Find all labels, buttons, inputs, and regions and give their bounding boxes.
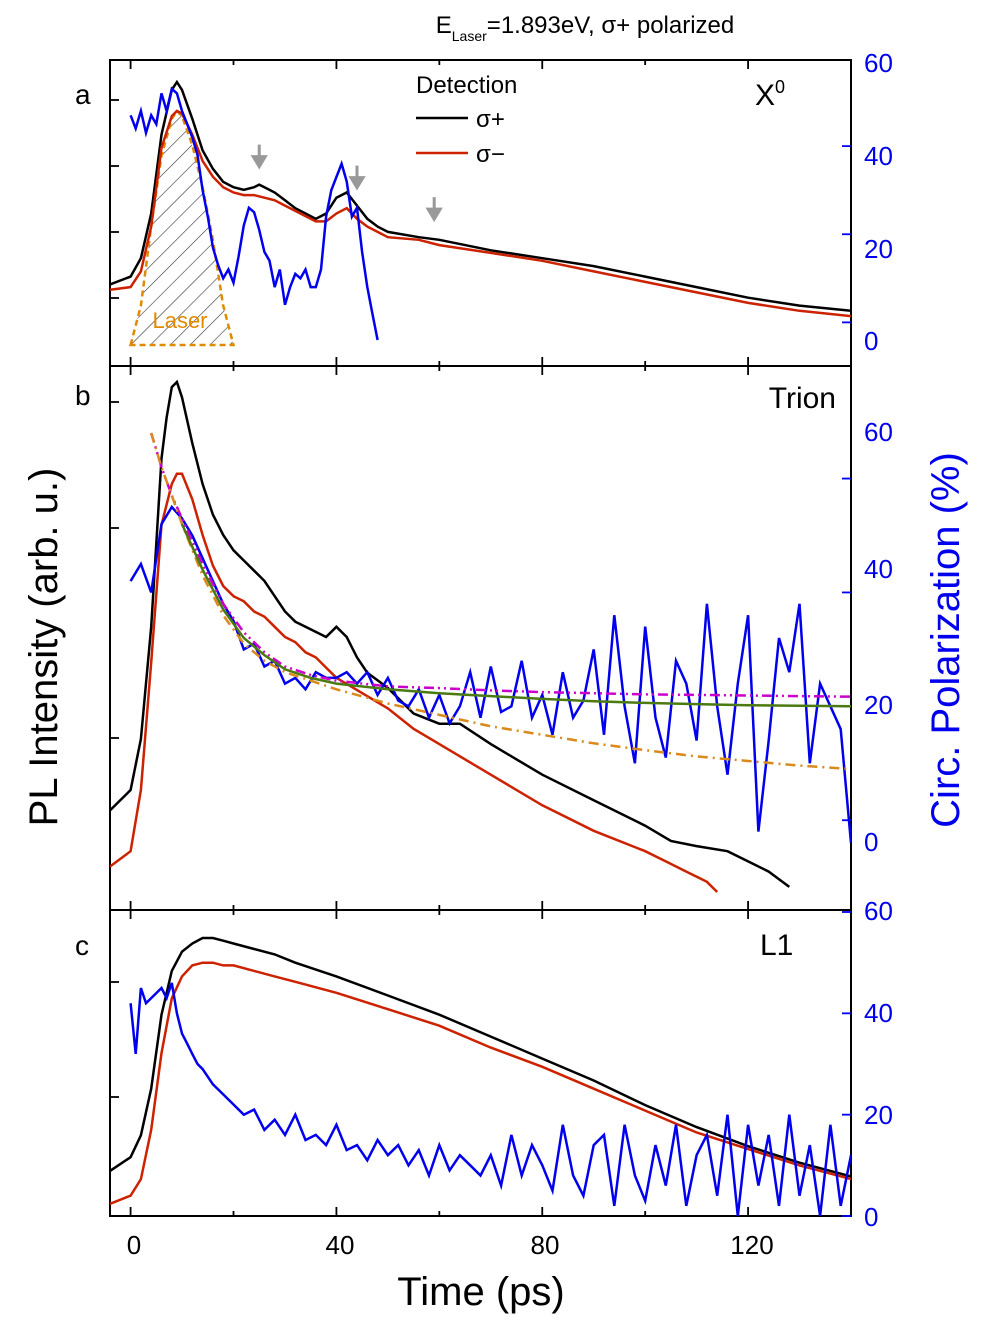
title-subscript: Laser [452,28,487,44]
y-axis-label-left: PL Intensity (arb. u.) [22,468,66,827]
right-tick-label: 40 [864,998,893,1028]
legend-sigma-plus-label: σ+ [476,106,505,133]
species-a-base: X [755,79,775,112]
x-tick-label: 40 [326,1230,355,1260]
legend-title: Detection [416,72,517,99]
panel-b-sigma-plus-line [110,379,791,888]
legend: Detection σ+ σ− [416,72,517,168]
x-tick-label: 120 [730,1230,773,1260]
feature-arrow [348,165,366,191]
feature-arrow [250,144,268,170]
panel-label-c: c [75,930,89,961]
species-a-sup: 0 [775,77,785,97]
title-suffix: =1.893eV, σ+ polarized [487,12,734,39]
panel-b-ticks [110,366,852,910]
right-tick-label: 40 [864,141,893,171]
panel-b: b Trion 0 20 40 60 [75,365,893,911]
panel-a-ticks [110,60,852,366]
right-tick-label: 60 [864,417,893,447]
right-tick-label: 60 [864,896,893,926]
panel-c-sigma-minus-line [110,961,851,1205]
panel-a-sigma-minus-line [110,109,851,318]
feature-arrow [425,197,443,223]
panel-b-fit-orange [150,432,851,771]
right-tick-label: 0 [864,1202,878,1232]
figure-title: ELaser=1.893eV, σ+ polarized [436,12,735,44]
x-axis-label: Time (ps) [397,1270,564,1314]
panel-c-sigma-plus-line [110,936,851,1178]
species-label-a: X0 [755,77,785,112]
panel-b-fit-green [180,523,851,708]
laser-label: Laser [152,308,207,333]
panel-b-sigma-minus-line [110,472,719,893]
panel-label-a: a [75,79,91,110]
right-tick-label: 60 [864,48,893,78]
panel-b-fit-magenta [150,432,851,698]
legend-sigma-minus-label: σ− [476,141,505,168]
right-tick-label: 20 [864,690,893,720]
panel-b-frame [109,365,852,911]
panel-c-polarization-line [129,982,851,1216]
panel-c: c L1 0 20 40 60 [75,896,893,1232]
right-tick-label: 0 [864,827,878,857]
x-tick-label: 0 [127,1230,141,1260]
y-axis-label-right: Circ. Polarization (%) [924,452,968,828]
right-tick-label: 20 [864,234,893,264]
panel-a-arrows [250,144,443,223]
right-tick-label: 0 [864,326,878,356]
title-prefix: E [436,12,452,39]
right-tick-label: 20 [864,1100,893,1130]
right-tick-label: 40 [864,554,893,584]
species-label-b: Trion [769,382,836,415]
panel-c-ticks [110,910,852,1217]
x-tick-label: 80 [531,1230,560,1260]
panel-a-polarization-line [129,86,379,341]
species-label-c: L1 [760,929,793,962]
panel-a-sigma-plus-line [110,79,851,313]
panel-c-frame [109,909,852,1217]
panel-b-polarization-line [129,504,851,844]
panel-a: Laser a X0 Detection σ+ σ− 0 20 40 60 [75,48,893,367]
panel-label-b: b [75,380,91,411]
